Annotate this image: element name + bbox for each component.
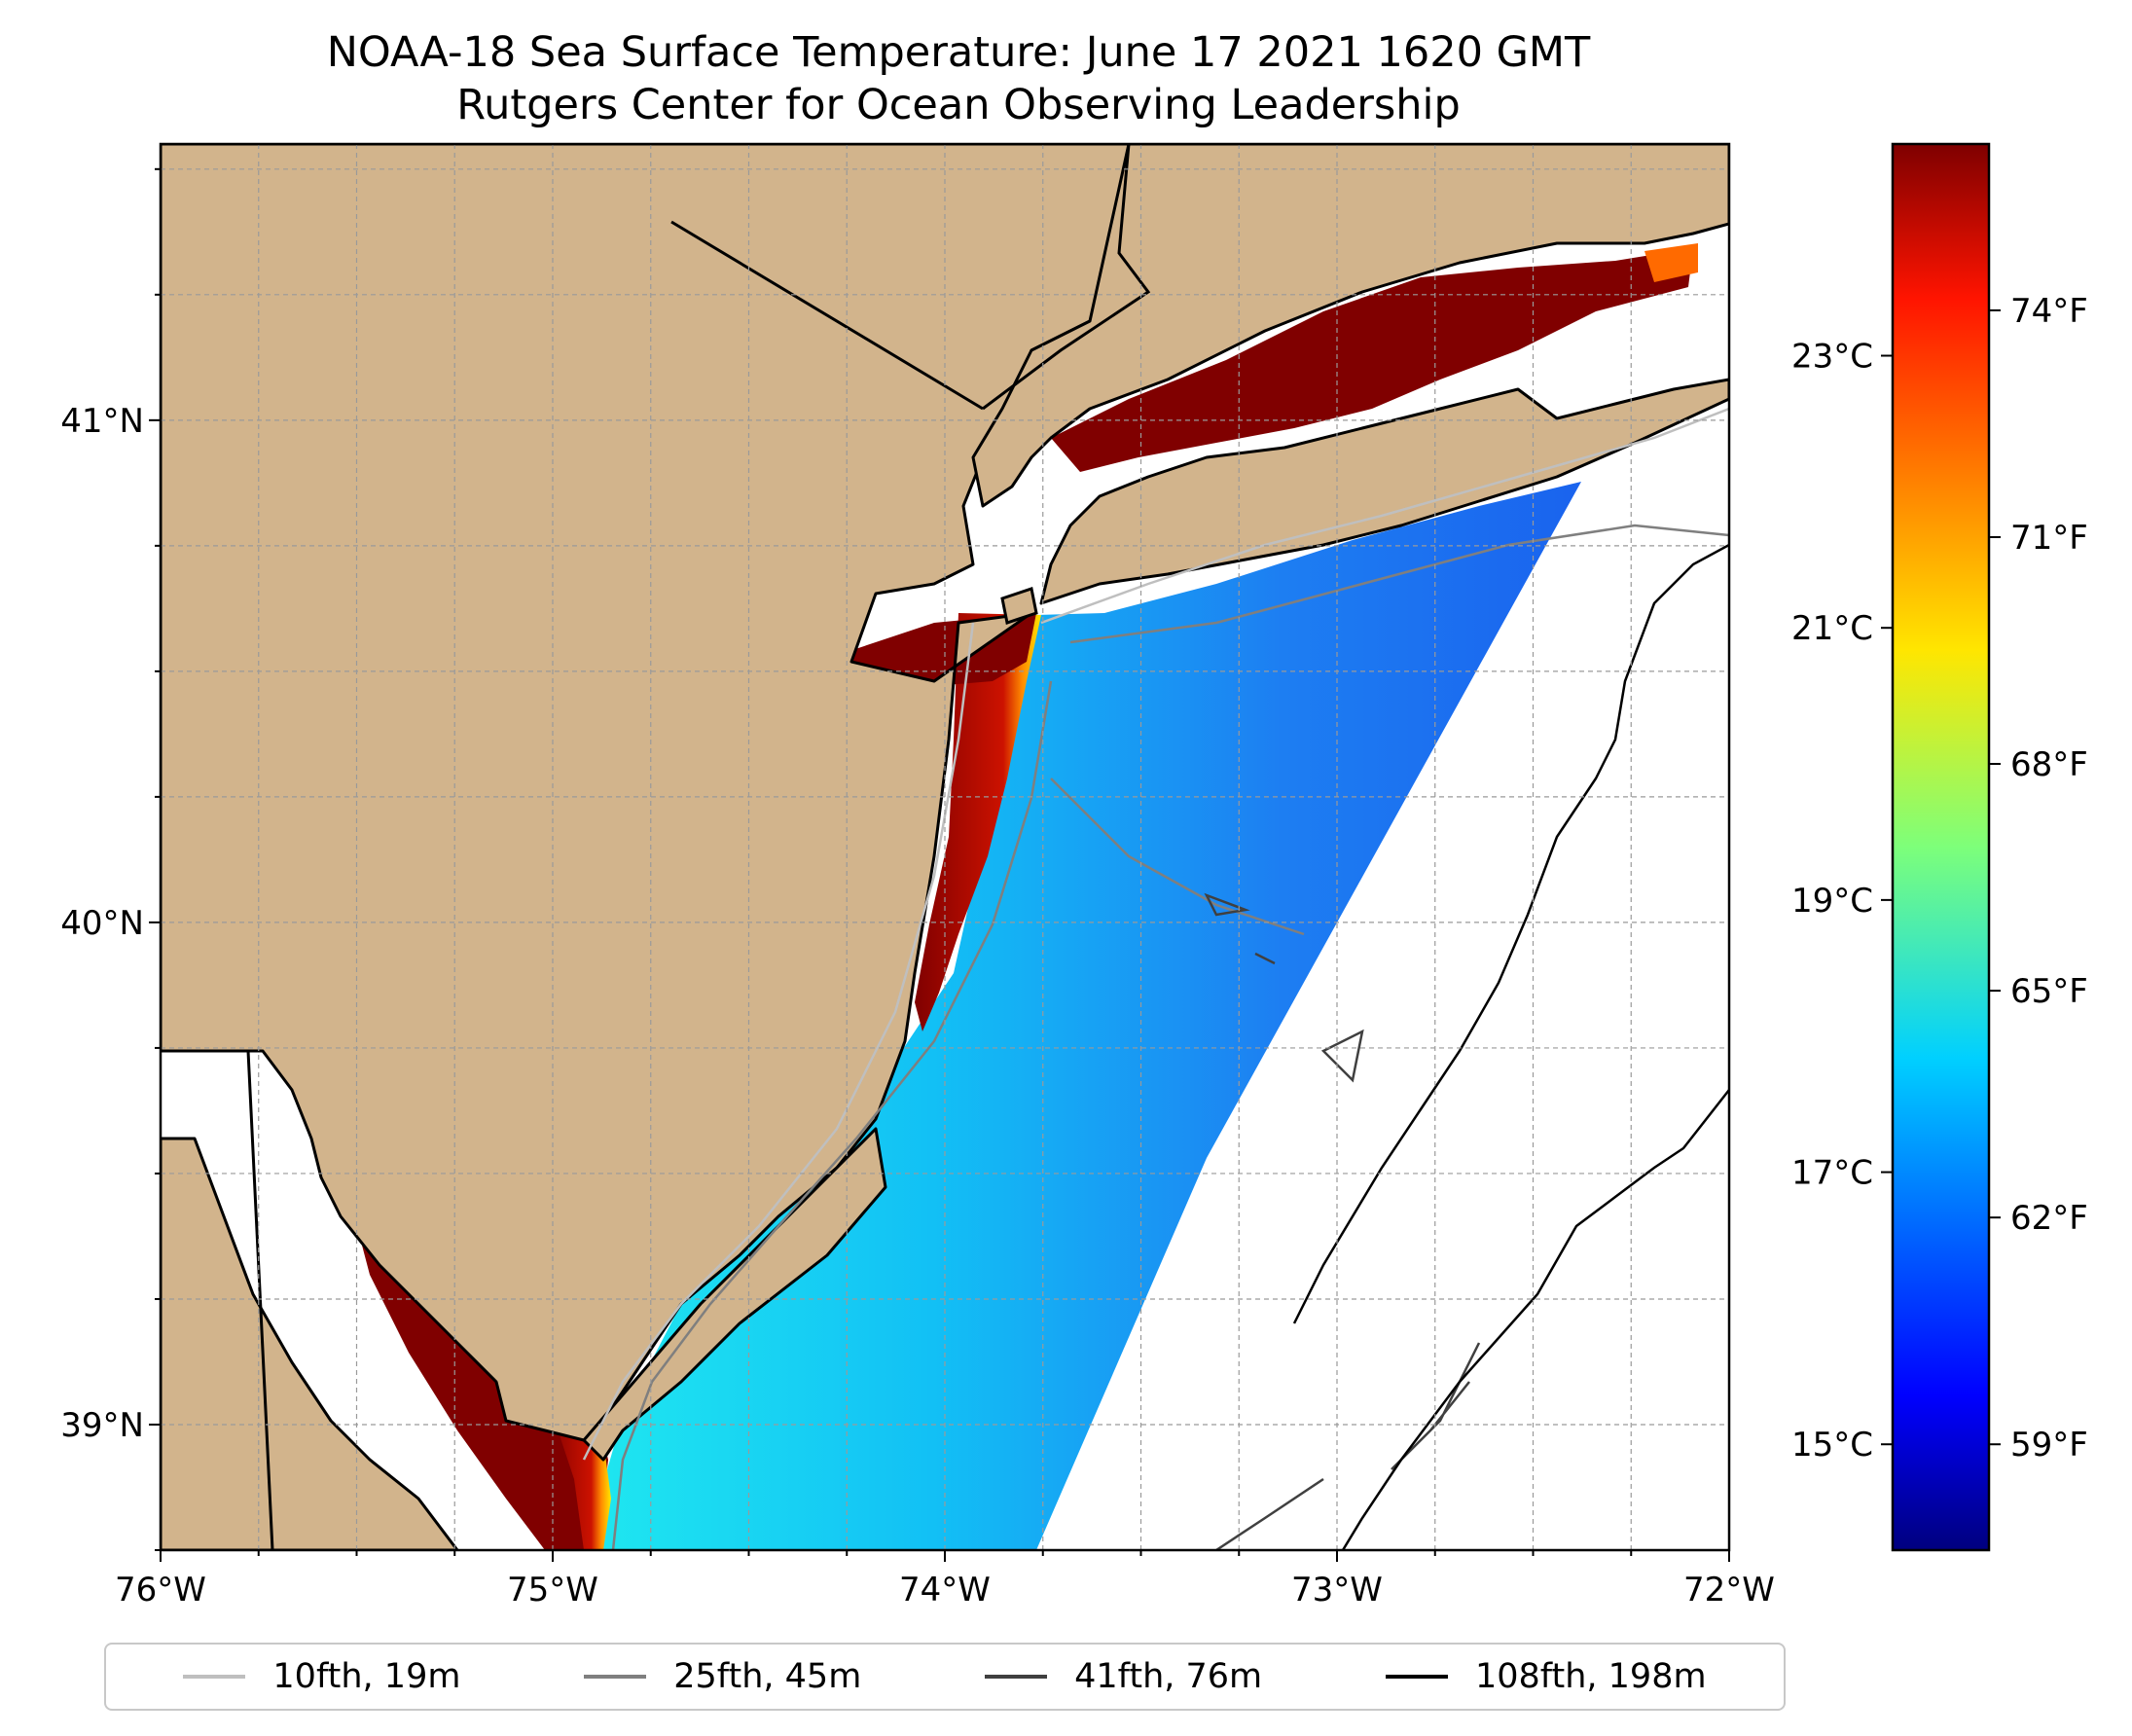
land-cape-may [582, 1127, 887, 1462]
chart-title: NOAA-18 Sea Surface Temperature: June 17… [326, 28, 1591, 77]
legend: 10fth, 19m 25fth, 45m 41fth, 76m 108fth,… [104, 1643, 1786, 1711]
x-tick-label: 75°W [507, 1571, 598, 1609]
colorbar-c-label: 19°C [1791, 882, 1873, 921]
colorbar-f-label: 62°F [2010, 1199, 2088, 1238]
x-tick-label: 72°W [1683, 1571, 1775, 1609]
sst-swath [584, 482, 1581, 1550]
legend-swatch [1385, 1675, 1448, 1679]
axis-ticks [149, 167, 1730, 1562]
land-new-jersey [161, 144, 1136, 1442]
gridlines [161, 144, 1729, 1550]
colorbar-c-label: 15°C [1791, 1426, 1873, 1465]
state-boundary [161, 144, 1151, 1550]
colorbar-f-label: 71°F [2010, 519, 2088, 558]
legend-item: 10fth, 19m [183, 1657, 460, 1696]
y-tick-label: 40°N [60, 904, 144, 943]
y-tick-label: 39°N [60, 1406, 144, 1445]
legend-label: 41fth, 76m [1074, 1657, 1263, 1696]
colorbar-f-label: 59°F [2010, 1426, 2088, 1465]
colorbar-f-label: 65°F [2010, 972, 2088, 1011]
legend-item: 25fth, 45m [584, 1657, 861, 1696]
land-long-island [1039, 378, 1729, 605]
x-tick-label: 76°W [115, 1571, 206, 1609]
colorbar-f-label: 74°F [2010, 292, 2088, 331]
colorbar-c-label: 17°C [1791, 1154, 1873, 1193]
contour-76m [1204, 892, 1481, 1550]
colorbar-c-label: 21°C [1791, 609, 1873, 648]
legend-swatch [183, 1675, 246, 1679]
contour-19m [582, 407, 1729, 1461]
x-tick-label: 74°W [899, 1571, 991, 1609]
legend-item: 41fth, 76m [985, 1657, 1262, 1696]
x-tick-label: 73°W [1291, 1571, 1383, 1609]
land-delaware [161, 1137, 459, 1550]
legend-swatch [985, 1675, 1048, 1679]
colorbar-f-label: 68°F [2010, 745, 2088, 784]
legend-label: 10fth, 19m [272, 1657, 461, 1696]
axis-labels: 76°W 75°W 74°W 73°W 72°W 41°N 40°N 39°N [60, 402, 1775, 1609]
land-new-york-ct [971, 144, 1729, 508]
legend-item: 108fth, 198m [1385, 1657, 1707, 1696]
land-staten-island [1000, 587, 1038, 625]
legend-swatch [584, 1675, 647, 1679]
colorbar-c-label: 23°C [1791, 338, 1873, 377]
y-tick-label: 41°N [60, 402, 144, 441]
map-area [161, 144, 1729, 1550]
sst-warm-sound-east [1644, 243, 1698, 282]
sst-warm-nearshore [915, 613, 1041, 1031]
chart-subtitle: Rutgers Center for Ocean Observing Leade… [456, 81, 1461, 129]
contour-198m [1292, 543, 1729, 1550]
colorbar [1891, 142, 1991, 1552]
legend-label: 25fth, 45m [673, 1657, 862, 1696]
colorbar-labels: 74°F 71°F 68°F 65°F 62°F 59°F 23°C 21°C 19°C 17°C… [1791, 292, 2088, 1465]
legend-label: 108fth, 198m [1474, 1657, 1707, 1696]
